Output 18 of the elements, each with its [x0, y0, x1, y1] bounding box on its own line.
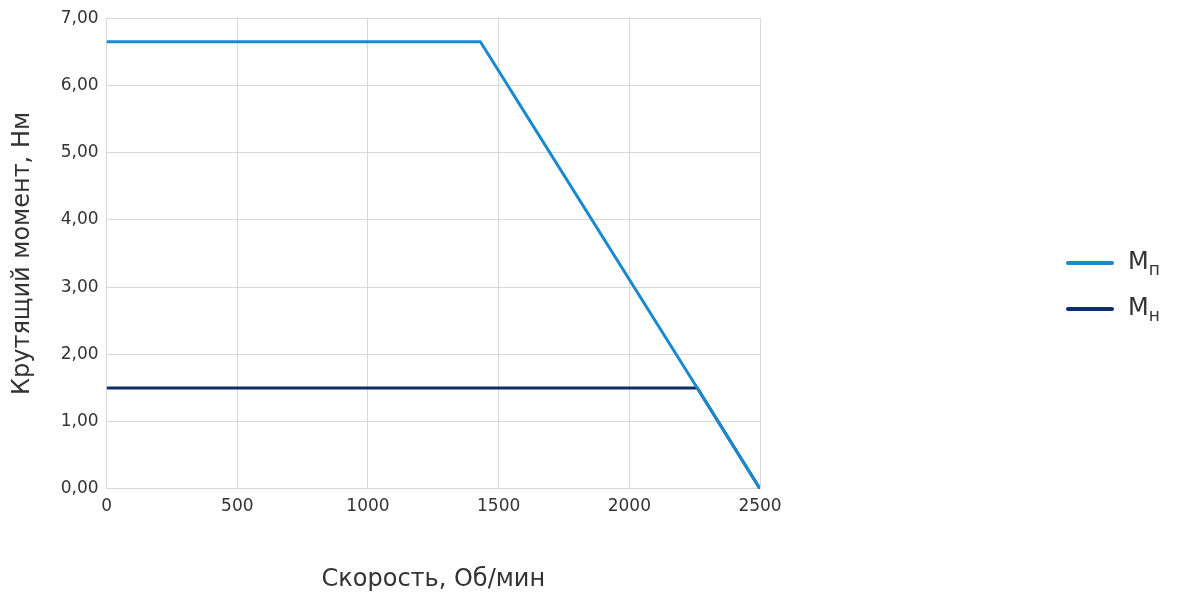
x-tick-label: 1500	[477, 495, 521, 516]
legend-label: М$_{п}$	[1128, 247, 1160, 279]
y-tick-label: 1,00	[60, 409, 99, 430]
y-tick-label: 7,00	[60, 6, 99, 27]
x-tick-label: 500	[221, 495, 254, 516]
x-axis-title: Скорость, Об/мин	[321, 563, 546, 592]
x-tick-label: 2000	[607, 495, 651, 516]
y-tick-label: 2,00	[60, 342, 99, 363]
legend-label: М$_{н}$	[1128, 293, 1160, 325]
y-tick-label: 4,00	[60, 208, 99, 229]
y-tick-label: 5,00	[60, 141, 99, 162]
y-axis-title: Крутящий момент, Нм	[6, 111, 35, 396]
y-tick-label: 0,00	[60, 477, 99, 498]
x-tick-label: 2500	[738, 495, 782, 516]
y-tick-label: 3,00	[60, 275, 99, 296]
x-tick-label: 1000	[346, 495, 390, 516]
y-tick-label: 6,00	[60, 73, 99, 94]
x-tick-label: 0	[101, 495, 113, 516]
